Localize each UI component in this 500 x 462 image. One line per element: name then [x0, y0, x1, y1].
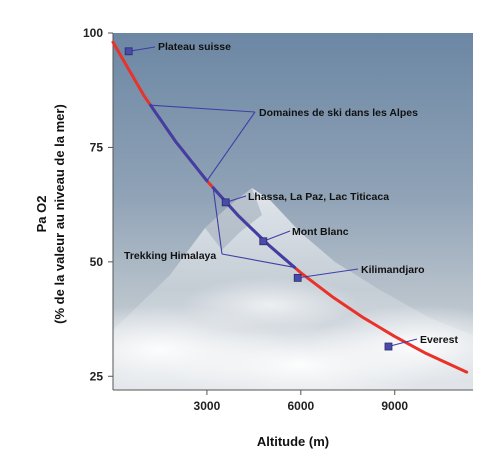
- y-axis-title: Pa O2: [34, 196, 49, 233]
- y-tick-label: 100: [83, 26, 103, 40]
- leader-line: [221, 253, 295, 268]
- background-photo: [113, 33, 473, 390]
- x-tick-label: 9000: [381, 399, 408, 413]
- leader-line: [128, 46, 156, 52]
- label-plateau-suisse: Plateau suisse: [158, 41, 231, 53]
- label-trekking: Trekking Himalaya: [124, 250, 216, 262]
- data-points: [124, 47, 393, 351]
- y-tick-label: 75: [90, 140, 104, 154]
- leader-line: [212, 187, 223, 255]
- x-ticks: 3000 6000 9000: [194, 390, 408, 413]
- x-tick-label: 3000: [194, 399, 221, 413]
- leader-lines: [128, 46, 418, 348]
- leader-line: [206, 111, 256, 182]
- label-everest: Everest: [420, 334, 458, 346]
- point-marker: [124, 47, 133, 56]
- highlight-range: [149, 103, 209, 183]
- leader-line: [297, 268, 359, 279]
- x-tick-label: 6000: [287, 399, 314, 413]
- label-mont-blanc: Mont Blanc: [292, 226, 349, 238]
- leader-line: [263, 230, 291, 242]
- point-marker: [259, 237, 268, 246]
- point-marker: [293, 273, 302, 282]
- leader-line: [150, 104, 256, 113]
- point-marker: [384, 342, 393, 351]
- y-tick-label: 25: [90, 369, 104, 383]
- y-tick-label: 50: [90, 255, 104, 269]
- y-axis-subtitle: (% de la valeur au niveau de la mer): [52, 104, 67, 324]
- y-ticks: 25 50 75 100: [83, 26, 113, 383]
- label-kilimandjaro: Kilimandjaro: [361, 264, 425, 276]
- axes: [112, 33, 473, 391]
- label-lhassa: Lhassa, La Paz, Lac Titicaca: [248, 191, 389, 203]
- y-axis-title-group: Pa O2 (% de la valeur au niveau de la me…: [34, 104, 67, 324]
- x-axis-title: Altitude (m): [257, 434, 329, 449]
- label-domaines-ski: Domaines de ski dans les Alpes: [259, 107, 418, 119]
- leader-line: [388, 338, 418, 348]
- point-marker: [221, 198, 230, 207]
